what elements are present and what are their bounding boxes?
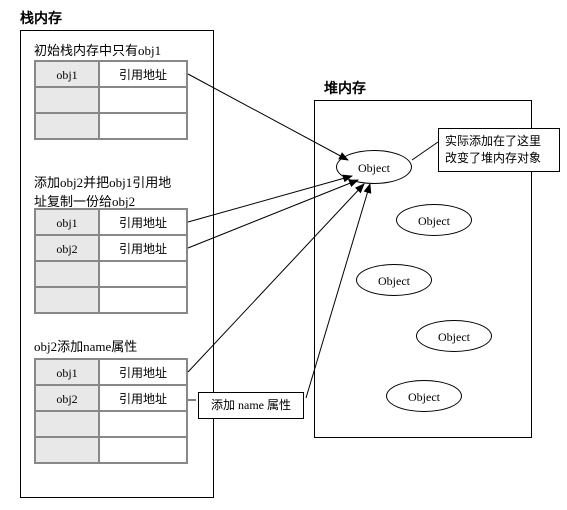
- cell-key: obj2: [35, 235, 99, 261]
- table-row: obj1 引用地址: [35, 209, 187, 235]
- cell-val: 引用地址: [99, 61, 187, 87]
- table-row: [35, 287, 187, 313]
- stack-table-1: obj1 引用地址: [34, 60, 188, 140]
- stack-table-2: obj1 引用地址 obj2 引用地址: [34, 208, 188, 314]
- heap-object-1: Object: [336, 150, 412, 184]
- cell-val: 引用地址: [99, 235, 187, 261]
- stack-caption-1: 初始栈内存中只有obj1: [34, 40, 161, 59]
- heap-object-3: Object: [356, 264, 432, 296]
- cell-key: [35, 411, 99, 437]
- heap-object-2: Object: [396, 204, 472, 236]
- table-row: obj1 引用地址: [35, 61, 187, 87]
- heap-note: 实际添加在了这里 改变了堆内存对象: [438, 128, 560, 172]
- cell-key: [35, 261, 99, 287]
- stack-title: 栈内存: [20, 8, 62, 28]
- heap-object-5: Object: [386, 380, 462, 412]
- cell-key: obj1: [35, 209, 99, 235]
- cell-val: [99, 437, 187, 463]
- table-row: obj1 引用地址: [35, 359, 187, 385]
- cell-val: 引用地址: [99, 359, 187, 385]
- stack-caption-2: 添加obj2并把obj1引用地 址复制一份给obj2: [34, 172, 171, 210]
- cell-val: [99, 87, 187, 113]
- cell-key: obj2: [35, 385, 99, 411]
- stack-table-3: obj1 引用地址 obj2 引用地址: [34, 358, 188, 464]
- heap-note-line2: 改变了堆内存对象: [445, 150, 553, 167]
- cell-key: [35, 113, 99, 139]
- cell-val: [99, 261, 187, 287]
- heap-object-4: Object: [416, 320, 492, 352]
- table-row: [35, 261, 187, 287]
- table-row: [35, 87, 187, 113]
- cell-val: 引用地址: [99, 209, 187, 235]
- table-row: [35, 113, 187, 139]
- cell-key: obj1: [35, 61, 99, 87]
- cell-val: [99, 411, 187, 437]
- cell-val: [99, 287, 187, 313]
- cell-key: [35, 87, 99, 113]
- cell-key: [35, 437, 99, 463]
- heap-note-line1: 实际添加在了这里: [445, 133, 553, 150]
- cell-val: [99, 113, 187, 139]
- name-note: 添加 name 属性: [198, 392, 304, 419]
- cell-key: obj1: [35, 359, 99, 385]
- cell-val: 引用地址: [99, 385, 187, 411]
- table-row: [35, 411, 187, 437]
- table-row: obj2 引用地址: [35, 385, 187, 411]
- heap-title: 堆内存: [324, 78, 366, 98]
- stack-caption-3: obj2添加name属性: [34, 336, 137, 355]
- table-row: [35, 437, 187, 463]
- cell-key: [35, 287, 99, 313]
- table-row: obj2 引用地址: [35, 235, 187, 261]
